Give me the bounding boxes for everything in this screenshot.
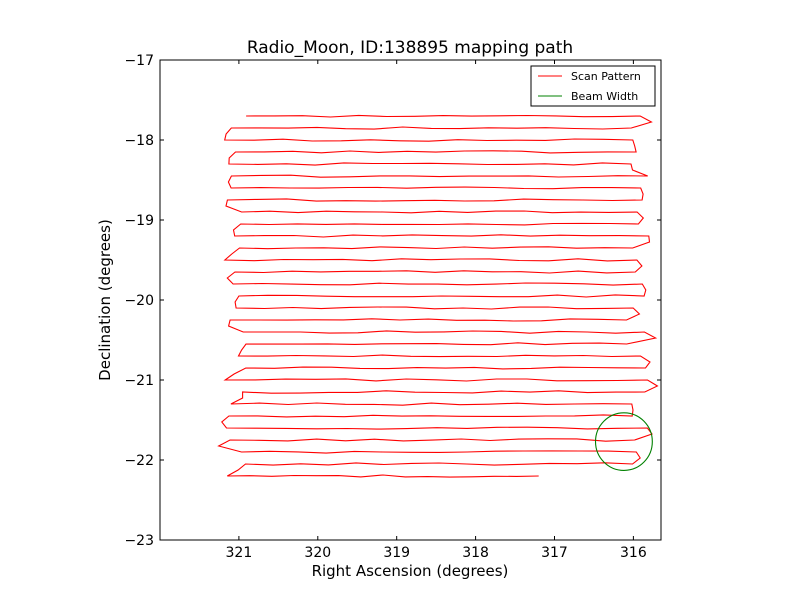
- beam-width-series: [594, 412, 653, 471]
- plot-frame: [159, 59, 662, 541]
- y-tick-label: −21: [124, 373, 154, 389]
- x-axis-label: Right Ascension (degrees): [312, 562, 509, 580]
- beam-width-circle: [594, 412, 653, 471]
- y-axis-label: Declination (degrees): [96, 219, 114, 381]
- y-tick-label: −17: [124, 53, 154, 69]
- legend-label-beam-width: Beam Width: [571, 90, 638, 103]
- y-tick-label: −20: [124, 293, 154, 309]
- x-tick-label: 317: [541, 545, 568, 561]
- x-axis: 321 320 319 318 317 316: [226, 60, 647, 561]
- scan-pattern-line: [217, 114, 659, 478]
- x-tick-label: 321: [226, 545, 253, 561]
- y-tick-label: −23: [124, 533, 154, 549]
- y-axis: −17 −18 −19 −20 −21 −22 −23: [124, 53, 661, 549]
- legend-box: [530, 65, 656, 107]
- scan-pattern-series: [217, 114, 659, 478]
- chart-title: Radio_Moon, ID:138895 mapping path: [247, 38, 573, 58]
- x-tick-label: 320: [304, 545, 331, 561]
- legend-label-scan-pattern: Scan Pattern: [571, 70, 641, 83]
- plot-area: [159, 59, 662, 541]
- x-tick-label: 319: [383, 545, 410, 561]
- y-tick-label: −19: [124, 213, 154, 229]
- y-tick-label: −22: [124, 453, 154, 469]
- legend: Scan Pattern Beam Width: [530, 65, 656, 107]
- x-tick-label: 316: [620, 545, 647, 561]
- x-tick-label: 318: [462, 545, 489, 561]
- y-tick-label: −18: [124, 133, 154, 149]
